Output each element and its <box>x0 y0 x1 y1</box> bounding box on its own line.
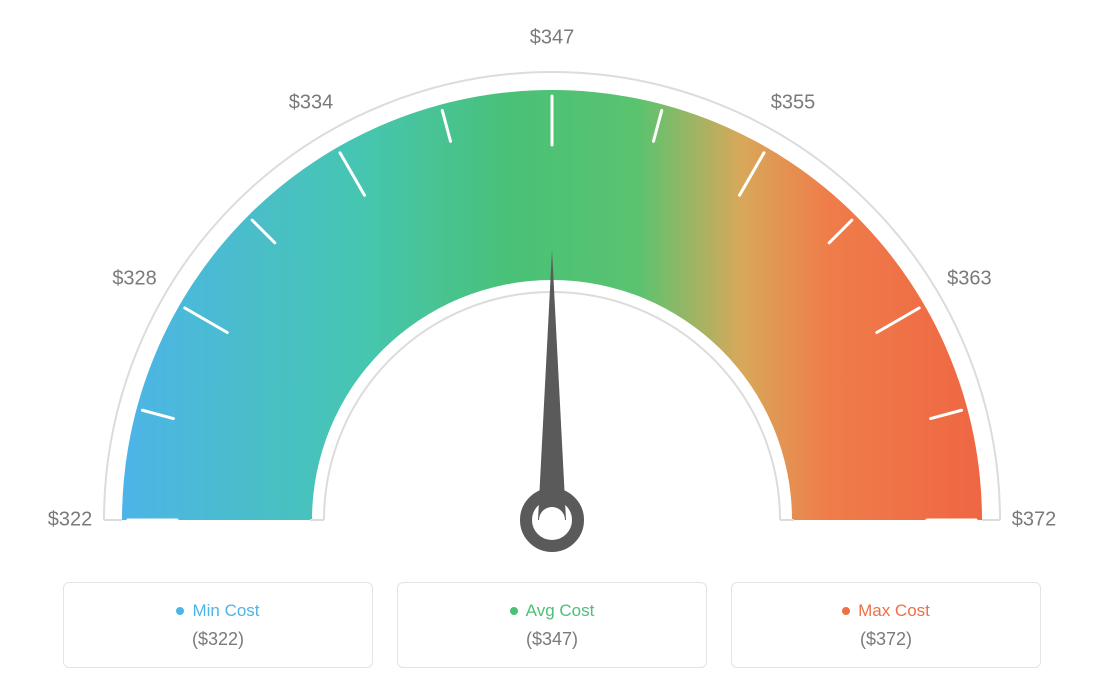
legend-dot-avg <box>510 607 518 615</box>
legend-card-avg: Avg Cost ($347) <box>397 582 707 668</box>
gauge-svg <box>42 30 1062 570</box>
legend-card-max: Max Cost ($372) <box>731 582 1041 668</box>
legend-title-row: Avg Cost <box>510 601 595 621</box>
gauge-tick-label: $334 <box>289 91 334 114</box>
legend-title-min: Min Cost <box>192 601 259 621</box>
legend-card-min: Min Cost ($322) <box>63 582 373 668</box>
gauge-tick-label: $372 <box>1012 509 1057 532</box>
legend-dot-max <box>842 607 850 615</box>
gauge-tick-label: $363 <box>947 268 992 291</box>
legend-title-max: Max Cost <box>858 601 930 621</box>
gauge-tick-label: $355 <box>771 91 816 114</box>
gauge-tick-label: $347 <box>530 27 575 50</box>
legend-title-row: Min Cost <box>176 601 259 621</box>
gauge-chart: $322 $328 $334 $347 $355 $363 $372 <box>0 0 1104 560</box>
legend-value-max: ($372) <box>860 629 912 650</box>
legend-dot-min <box>176 607 184 615</box>
legend-title-avg: Avg Cost <box>526 601 595 621</box>
legend-row: Min Cost ($322) Avg Cost ($347) Max Cost… <box>0 582 1104 668</box>
gauge-tick-label: $328 <box>112 268 157 291</box>
gauge-tick-label: $322 <box>48 509 93 532</box>
legend-value-min: ($322) <box>192 629 244 650</box>
legend-value-avg: ($347) <box>526 629 578 650</box>
legend-title-row: Max Cost <box>842 601 930 621</box>
